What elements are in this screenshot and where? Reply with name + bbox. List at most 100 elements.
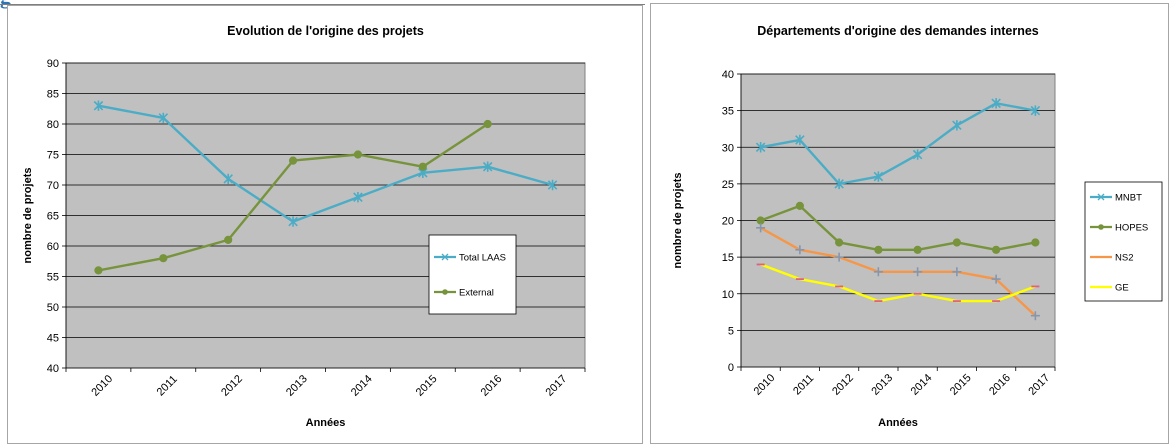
- data-point-hopes: [835, 238, 844, 247]
- series-mnbt: [755, 98, 1041, 190]
- x-tick-label: 2015: [948, 372, 974, 398]
- x-tick-label: 2012: [830, 372, 856, 398]
- y-tick-label: 85: [47, 89, 59, 101]
- y-tick-label: 55: [47, 272, 59, 284]
- y-tick-label: 30: [722, 142, 734, 154]
- data-point-ns2: [952, 267, 962, 277]
- series-line-ns2: [760, 226, 1037, 317]
- data-point-mnbt: [912, 149, 923, 160]
- legend-label-hopes: HOPES: [1115, 223, 1148, 234]
- y-tick-label: 70: [47, 180, 59, 192]
- x-tick-label: 2010: [752, 372, 778, 398]
- data-point-external: [224, 235, 233, 244]
- legend-symbol-mnbt-marker: [1097, 193, 1105, 201]
- y-tick-label: 40: [47, 363, 59, 375]
- data-point-mnbt: [795, 134, 805, 146]
- data-point-total-laas: [158, 112, 169, 124]
- data-point-hopes: [874, 245, 883, 254]
- legend-symbol-total-laas-marker: [441, 253, 449, 261]
- data-point-external: [353, 150, 363, 159]
- y-tick-label: 35: [722, 106, 734, 118]
- chart-title: Evolution de l'origine des projets: [227, 24, 424, 38]
- y-tick-label: 65: [47, 211, 59, 223]
- legend-label-ns2: NS2: [1115, 253, 1133, 264]
- data-point-hopes: [756, 216, 765, 225]
- y-tick-label: 50: [47, 302, 59, 314]
- x-tick-label: 2016: [987, 372, 1013, 398]
- data-point-hopes: [952, 238, 961, 247]
- series-external: [94, 119, 492, 275]
- x-tick-label: 2010: [89, 373, 115, 399]
- x-tick-label: 2014: [909, 372, 935, 398]
- x-axis-label: Années: [878, 417, 918, 429]
- legend-label-total-laas: Total LAAS: [459, 253, 506, 264]
- data-point-external: [418, 162, 427, 171]
- x-tick-label: 2011: [791, 372, 816, 397]
- data-point-total-laas: [353, 192, 363, 203]
- series-line-mnbt: [760, 102, 1036, 186]
- legend-label-mnbt: MNBT: [1115, 193, 1142, 204]
- y-axis-label: nombre de projets: [672, 173, 684, 269]
- legend-label-external: External: [459, 288, 494, 299]
- legend-symbol-hopes-marker: [1098, 224, 1104, 230]
- data-point-hopes: [1031, 238, 1040, 247]
- data-point-total-laas: [93, 100, 104, 111]
- series-line-total-laas: [98, 104, 553, 223]
- data-point-external: [483, 119, 492, 129]
- legend: MNBT HOPES NS2 GE: [1084, 181, 1163, 302]
- data-point-ns2: [1030, 311, 1040, 321]
- data-point-external: [94, 266, 103, 275]
- legend-label-ge: GE: [1115, 283, 1129, 294]
- y-tick-label: 15: [722, 252, 734, 264]
- chart-title: Départements d'origine des demandes inte…: [757, 24, 1039, 38]
- series-total-laas: [93, 100, 558, 227]
- y-tick-label: 25: [722, 179, 734, 191]
- series-ns2: [756, 223, 1040, 321]
- heading-rule: [0, 4, 645, 5]
- chart-panel-origine-projets: Evolution de l'origine des projets 40 45 50…: [7, 5, 643, 444]
- y-tick-label: 5: [728, 325, 734, 337]
- x-tick-label: 2012: [219, 373, 245, 399]
- data-point-mnbt: [873, 171, 884, 182]
- data-point-external: [288, 156, 298, 165]
- legend-symbol-external-marker: [442, 289, 448, 295]
- x-tick-label: 2017: [1026, 372, 1052, 398]
- data-point-ns2: [834, 252, 844, 262]
- series-hopes: [756, 201, 1040, 254]
- x-tick-label: 2011: [155, 373, 180, 398]
- data-point-ns2: [795, 245, 805, 255]
- data-point-hopes: [992, 245, 1001, 254]
- data-point-ns2: [873, 267, 883, 277]
- data-point-total-laas: [547, 179, 558, 191]
- data-point-hopes: [795, 201, 804, 210]
- series-ge: [756, 263, 1040, 303]
- y-tick-label: 75: [47, 150, 59, 162]
- y-tick-label: 40: [722, 69, 734, 81]
- data-point-mnbt: [1030, 105, 1041, 116]
- y-tick-label: 0: [728, 362, 734, 374]
- data-point-mnbt: [834, 178, 844, 190]
- legend-box: [1084, 181, 1163, 302]
- x-tick-label: 2013: [869, 372, 895, 398]
- data-point-hopes: [913, 245, 922, 254]
- data-point-mnbt: [991, 98, 1001, 109]
- y-tick-label: 80: [47, 119, 59, 131]
- y-axis-label: nombre de projets: [22, 168, 34, 264]
- series-line-ge: [760, 263, 1036, 303]
- x-tick-label: 2013: [284, 373, 310, 399]
- data-point-total-laas: [223, 173, 233, 185]
- chart-panel-departements: Départements d'origine des demandes inte…: [650, 3, 1169, 444]
- legend-box: [428, 234, 517, 315]
- data-point-ns2: [991, 274, 1001, 284]
- chart-departements: Départements d'origine des demandes inte…: [672, 24, 1163, 429]
- series-line-hopes: [760, 204, 1036, 251]
- x-tick-label: 2017: [544, 373, 570, 399]
- data-point-total-laas: [288, 216, 298, 227]
- y-tick-label: 20: [722, 216, 734, 228]
- x-axis-label: Années: [306, 417, 346, 429]
- y-tick-label: 45: [47, 333, 59, 345]
- data-point-mnbt: [755, 142, 766, 153]
- page-heading-fragment: g: [0, 0, 11, 8]
- data-point-total-laas: [482, 161, 493, 172]
- chart-origine-projets: Evolution de l'origine des projets 40 45 50…: [22, 24, 586, 429]
